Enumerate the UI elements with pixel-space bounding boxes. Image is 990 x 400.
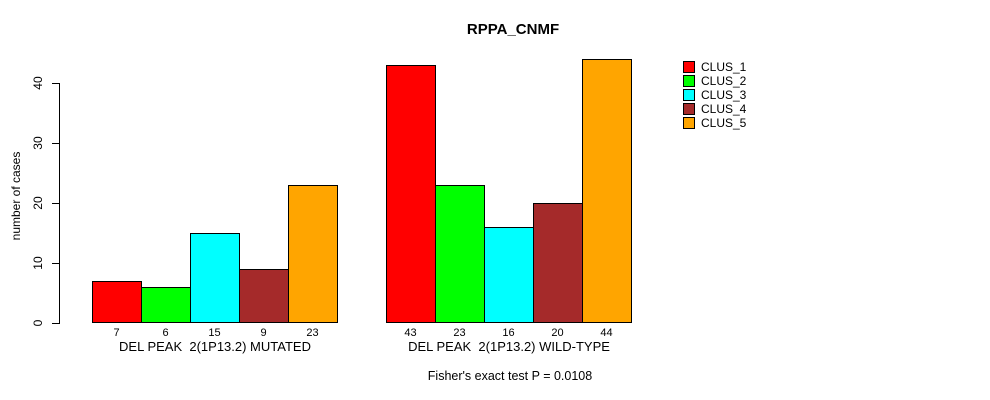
legend-label: CLUS_3 <box>701 88 747 102</box>
legend-item-clus_3: CLUS_3 <box>683 89 746 101</box>
y-tick-mark <box>52 83 59 84</box>
bar-value-label: 23 <box>453 327 466 339</box>
legend: CLUS_1 CLUS_2 CLUS_3 CLUS_4 CLUS_5 <box>683 61 746 131</box>
bar-clus_3-group1 <box>190 233 240 323</box>
bar-value-label: 44 <box>600 327 613 339</box>
bar-clus_4-group1 <box>239 269 289 323</box>
legend-label: CLUS_1 <box>701 60 747 74</box>
y-tick-label: 20 <box>31 196 45 210</box>
y-tick-label: 30 <box>31 136 45 150</box>
bar-clus_2-group1 <box>141 287 191 323</box>
bar-value-label: 20 <box>551 327 564 339</box>
legend-swatch-icon <box>683 75 695 87</box>
bar-value-label: 43 <box>404 327 417 339</box>
bar-value-label: 7 <box>113 327 120 339</box>
y-tick-mark <box>52 203 59 204</box>
bar-clus_1-group2 <box>386 65 436 323</box>
legend-item-clus_5: CLUS_5 <box>683 117 746 129</box>
legend-swatch-icon <box>683 117 695 129</box>
group-label: DEL PEAK 2(1P13.2) WILD-TYPE <box>408 339 610 354</box>
y-tick-label: 40 <box>31 76 45 90</box>
legend-swatch-icon <box>683 103 695 115</box>
bar-clus_3-group2 <box>484 227 534 323</box>
y-tick-label: 0 <box>31 319 45 327</box>
legend-item-clus_4: CLUS_4 <box>683 103 746 115</box>
y-axis-line <box>59 83 60 324</box>
bar-clus_5-group1 <box>288 185 338 323</box>
group-label: DEL PEAK 2(1P13.2) MUTATED <box>119 339 311 354</box>
bar-clus_2-group2 <box>435 185 485 323</box>
footer-stat: Fisher's exact test P = 0.0108 <box>427 369 593 383</box>
legend-swatch-icon <box>683 61 695 73</box>
chart-title: RPPA_CNMF <box>466 21 560 38</box>
bar-value-label: 16 <box>502 327 515 339</box>
y-tick-label: 10 <box>31 256 45 270</box>
y-tick-mark <box>52 143 59 144</box>
y-tick-mark <box>52 323 59 324</box>
legend-label: CLUS_5 <box>701 116 747 130</box>
bar-clus_1-group1 <box>92 281 142 323</box>
legend-item-clus_1: CLUS_1 <box>683 61 746 73</box>
bar-value-label: 9 <box>260 327 267 339</box>
bar-clus_4-group2 <box>533 203 583 323</box>
legend-item-clus_2: CLUS_2 <box>683 75 746 87</box>
y-axis-label: number of cases <box>9 151 23 241</box>
y-tick-mark <box>52 263 59 264</box>
bar-value-label: 23 <box>306 327 319 339</box>
bar-clus_5-group2 <box>582 59 632 323</box>
bar-value-label: 6 <box>162 327 169 339</box>
legend-label: CLUS_4 <box>701 102 747 116</box>
legend-label: CLUS_2 <box>701 74 747 88</box>
legend-swatch-icon <box>683 89 695 101</box>
bar-value-label: 15 <box>208 327 221 339</box>
